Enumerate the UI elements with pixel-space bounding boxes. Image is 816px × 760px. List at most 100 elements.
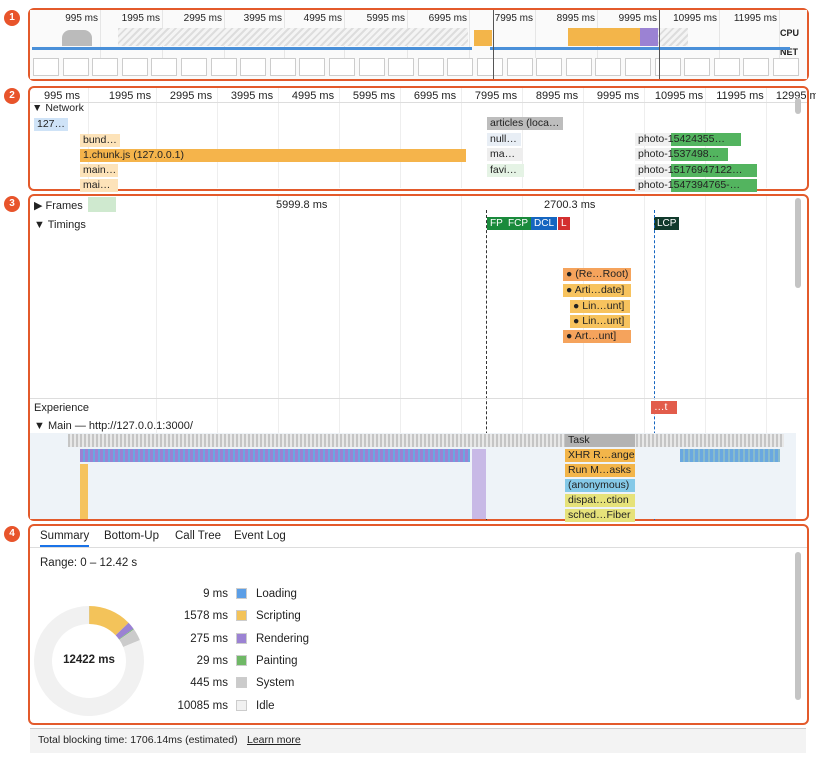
- tick-label: 995 ms: [65, 13, 98, 24]
- filmstrip-frame: [595, 58, 622, 76]
- badge: 3: [4, 196, 20, 212]
- timing-marker: DCL: [531, 217, 558, 230]
- selection-line: [493, 10, 494, 79]
- row-time: 275 ms: [190, 632, 228, 645]
- section-title: ▼ Main — http://127.0.0.1:3000/: [34, 420, 193, 432]
- footer: Total blocking time: 1706.14ms (estimate…: [38, 734, 238, 746]
- tick-label: 3995 ms: [230, 90, 274, 102]
- filmstrip-frame: [713, 58, 740, 76]
- script-row: [680, 449, 780, 462]
- frame-time: 5999.8 ms: [276, 199, 328, 211]
- tick-label: 12995 ms: [775, 90, 816, 102]
- filmstrip-frame: [625, 58, 651, 76]
- filmstrip-frame: [506, 58, 533, 76]
- tick-label: 11995 ms: [733, 13, 777, 24]
- tab[interactable]: Summary: [40, 530, 90, 547]
- grid-line: [705, 196, 706, 519]
- row-swatch: [236, 654, 247, 666]
- grid-line: [535, 10, 536, 58]
- tick-label: 2995 ms: [183, 13, 222, 24]
- network-request: ma…: [487, 148, 522, 161]
- highlight-box: [28, 8, 809, 81]
- filmstrip-frame: [477, 58, 503, 76]
- network-request: photo-1547394765-…: [635, 179, 757, 192]
- filmstrip-frame: [417, 58, 444, 76]
- row-swatch: [236, 610, 247, 622]
- network-request: bund…: [80, 134, 120, 147]
- main-entry: dispat…ction: [565, 494, 635, 507]
- cpu-activity: [62, 30, 92, 46]
- divider: [30, 398, 807, 399]
- grid-line: [583, 88, 584, 188]
- learn-more[interactable]: Learn more: [247, 734, 301, 746]
- main-entry: Task: [565, 434, 635, 447]
- timing-entry: ● Lin…unt]: [570, 300, 630, 313]
- footer-bar: [30, 728, 806, 753]
- badge: 2: [4, 88, 20, 104]
- filmstrip-frame: [388, 58, 415, 76]
- filmstrip-frame: [269, 58, 296, 76]
- cpu-activity: [474, 30, 492, 46]
- tick-label: 4995 ms: [291, 90, 335, 102]
- grid-line: [779, 10, 780, 58]
- timing-marker: FP: [487, 217, 506, 230]
- timing-marker: FCP: [505, 217, 531, 230]
- filmstrip-frame: [565, 58, 592, 76]
- grid-line: [217, 196, 218, 519]
- row-label: Painting: [256, 654, 298, 667]
- net-line: [32, 47, 472, 50]
- main-entry: sched…Fiber: [565, 509, 635, 522]
- filmstrip-frame: [33, 58, 59, 76]
- cpu-activity: [118, 28, 468, 46]
- badge: 1: [4, 10, 20, 26]
- filmstrip-frame: [358, 58, 385, 76]
- grid-line: [100, 10, 101, 58]
- row-swatch: [236, 677, 247, 689]
- timing-entry: ● Art…unt]: [563, 330, 631, 343]
- row-time: 445 ms: [190, 677, 228, 690]
- grid-line: [339, 196, 340, 519]
- network-request: photo-15176947122…: [635, 164, 757, 177]
- tick-label: 1995 ms: [108, 90, 152, 102]
- grid-line: [278, 88, 279, 188]
- highlight-box: [28, 86, 809, 191]
- tick-label: 3995 ms: [243, 13, 282, 24]
- section-title: ▼ Timings: [34, 219, 86, 231]
- timing-marker: L: [558, 217, 570, 230]
- row-label: Loading: [256, 588, 297, 600]
- experience-entry: …t: [651, 401, 677, 414]
- tab[interactable]: Bottom-Up: [104, 530, 159, 542]
- highlight-box: [28, 194, 809, 521]
- grid-line: [766, 88, 767, 188]
- tick-label: 5995 ms: [366, 13, 405, 24]
- row-label: System: [256, 677, 295, 690]
- donut-slice: [33, 606, 144, 716]
- grid-line: [217, 88, 218, 188]
- tab[interactable]: Call Tree: [175, 530, 222, 542]
- marker-line: [486, 210, 487, 520]
- tick-label: 10995 ms: [654, 90, 704, 102]
- main-entry: XHR R…ange: [565, 449, 635, 462]
- cpu-activity: [568, 28, 640, 46]
- row-time: 9 ms: [203, 588, 228, 600]
- filmstrip-frame: [151, 58, 178, 76]
- tick-label: 7995 ms: [474, 90, 518, 102]
- tick-label: 4995 ms: [303, 13, 342, 24]
- main-entry: Run M…asks: [565, 464, 635, 477]
- divider: [30, 102, 807, 103]
- timing-entry: ● (Re…Root): [563, 268, 631, 281]
- row-label: Scripting: [256, 610, 301, 623]
- donut-slice: [118, 628, 134, 640]
- row-time: 10085 ms: [177, 699, 228, 712]
- cpu-activity: [658, 28, 688, 46]
- highlight-box: [28, 524, 809, 725]
- grid-line: [522, 196, 523, 519]
- scrollbar: [795, 98, 801, 114]
- tick-label: 1995 ms: [121, 13, 160, 24]
- selection-line: [659, 10, 660, 79]
- tick-label: 995 ms: [43, 90, 81, 102]
- donut-total: 12422 ms: [63, 654, 115, 666]
- tab[interactable]: Event Log: [234, 530, 286, 542]
- task-row: [68, 434, 784, 447]
- section-title: ▶ Frames: [34, 200, 83, 212]
